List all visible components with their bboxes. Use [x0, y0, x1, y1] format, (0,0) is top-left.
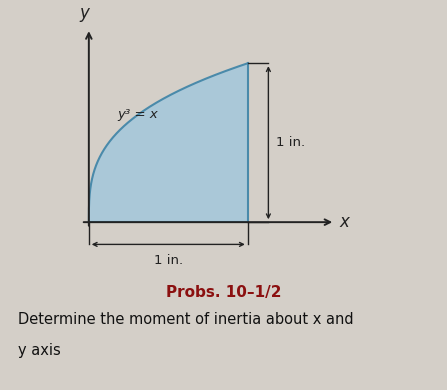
- Text: x: x: [340, 213, 350, 231]
- Text: y³ = x: y³ = x: [118, 108, 158, 121]
- Text: 1 in.: 1 in.: [276, 136, 305, 149]
- Text: Determine the moment of inertia about x and: Determine the moment of inertia about x …: [18, 312, 354, 327]
- Polygon shape: [89, 63, 248, 222]
- Text: 1 in.: 1 in.: [154, 254, 183, 267]
- Text: y axis: y axis: [18, 343, 61, 358]
- Text: y: y: [79, 4, 89, 22]
- Text: Probs. 10–1/2: Probs. 10–1/2: [166, 285, 281, 300]
